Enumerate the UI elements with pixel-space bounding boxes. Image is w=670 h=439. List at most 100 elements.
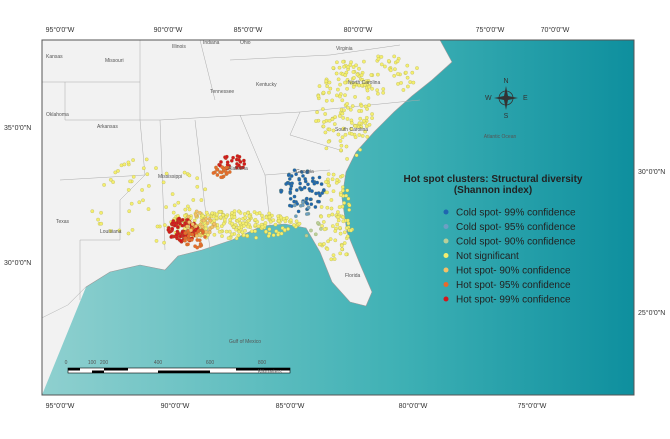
site-point [292, 223, 296, 227]
site-point [349, 132, 354, 136]
site-point [347, 203, 352, 208]
site-point [329, 206, 334, 211]
site-point [142, 166, 146, 171]
legend-title: Hot spot clusters: Structural diversity(… [404, 174, 583, 196]
site-point [348, 107, 353, 112]
site-point [364, 116, 369, 120]
site-point [183, 238, 187, 243]
site-point [369, 73, 374, 77]
site-point [186, 242, 190, 247]
site-point [234, 236, 239, 241]
site-point [357, 83, 361, 88]
site-point [207, 230, 212, 235]
site-point [336, 215, 341, 219]
site-point [203, 187, 208, 192]
site-point [183, 207, 188, 212]
compass-n: N [503, 78, 508, 85]
site-point [349, 81, 353, 85]
site-point [345, 87, 349, 91]
site-point [309, 202, 314, 207]
site-point [164, 205, 168, 209]
site-point [191, 198, 196, 202]
legend-swatch [443, 267, 449, 273]
right-coord: 25°0'0"N [638, 309, 665, 317]
site-point [317, 199, 321, 204]
site-point [315, 180, 320, 185]
site-point [331, 66, 336, 70]
site-point [260, 225, 265, 229]
site-point [330, 224, 335, 228]
site-point [327, 119, 332, 123]
site-point [319, 182, 324, 186]
site-point [246, 224, 250, 229]
bottom-coord: 75°0'0"W [518, 402, 547, 410]
site-point [341, 126, 346, 131]
site-point [170, 221, 175, 225]
site-point [345, 157, 349, 161]
site-point [218, 210, 223, 214]
site-point [349, 121, 354, 125]
right-coord: 30°0'0"N [638, 168, 665, 176]
site-point [212, 233, 217, 237]
site-point [276, 219, 281, 223]
site-point [340, 185, 345, 190]
site-point [224, 229, 229, 234]
site-point [215, 226, 220, 230]
site-point [204, 210, 209, 215]
site-point [319, 214, 324, 219]
site-point [308, 197, 313, 202]
site-point [326, 139, 331, 144]
site-point [254, 211, 259, 216]
site-point [370, 112, 374, 116]
site-point [399, 81, 403, 85]
site-point [145, 172, 150, 177]
site-point [338, 226, 342, 230]
site-point [126, 231, 131, 236]
site-point [267, 227, 272, 232]
site-point [126, 160, 131, 165]
site-point [288, 218, 293, 223]
site-point [234, 165, 239, 170]
scale-tick: 400 [154, 360, 163, 366]
ocean-label: Gulf of Mexico [229, 339, 261, 345]
site-point [289, 204, 294, 208]
site-point [358, 148, 362, 152]
site-point [345, 234, 350, 239]
site-point [230, 211, 234, 215]
site-point [366, 96, 371, 100]
site-point [367, 103, 371, 108]
site-point [225, 160, 230, 165]
site-point [236, 233, 241, 238]
site-point [351, 70, 356, 74]
site-point [338, 82, 342, 87]
site-point [298, 181, 302, 186]
legend-swatch [443, 224, 449, 229]
site-point [376, 57, 381, 61]
site-point [217, 230, 222, 234]
site-point [302, 185, 307, 190]
site-point [322, 188, 326, 192]
site-point [279, 190, 283, 194]
legend-swatch [443, 209, 449, 215]
site-point [126, 188, 131, 192]
site-point [324, 180, 328, 184]
site-point [221, 213, 225, 217]
site-point [180, 230, 185, 235]
site-point [396, 82, 400, 86]
site-point [201, 218, 206, 223]
site-point [357, 121, 362, 126]
site-point [186, 234, 191, 239]
site-point [215, 173, 220, 177]
top-coord: 85°0'0"W [234, 26, 263, 34]
scale-tick: 600 [206, 360, 215, 366]
site-point [225, 154, 229, 159]
site-point [176, 200, 181, 205]
site-point [341, 219, 346, 224]
site-point [326, 172, 331, 176]
site-point [354, 63, 358, 68]
site-point [303, 177, 308, 181]
site-point [276, 232, 280, 237]
state-label: Kansas [46, 54, 63, 60]
site-point [335, 222, 340, 227]
site-point [194, 209, 199, 214]
